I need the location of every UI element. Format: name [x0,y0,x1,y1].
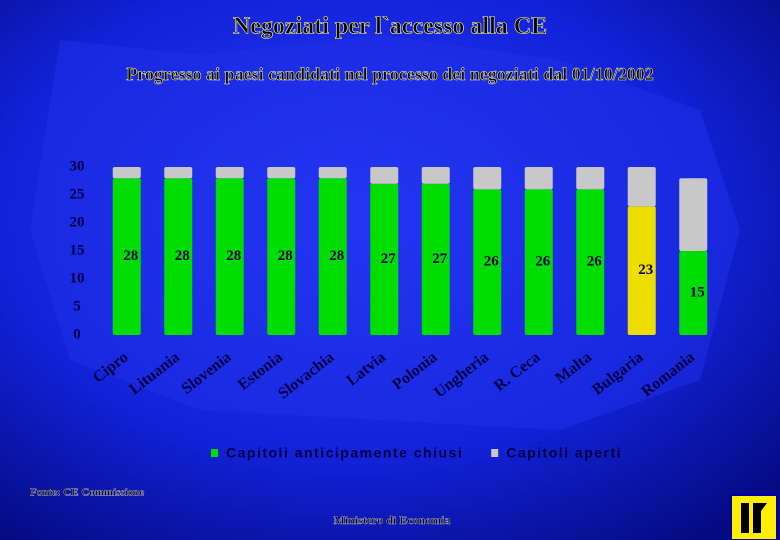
data-label: 23 [638,262,653,278]
bar-segment [627,206,656,335]
data-label: 28 [278,248,293,264]
nav-icon[interactable] [730,494,778,540]
bar-segment [112,167,141,179]
bar-segment [679,251,708,335]
icon-glyph[interactable] [741,503,767,533]
bar-segment [164,167,193,179]
data-label: 26 [587,254,603,270]
chart-title: Negoziati per l`accesso alla CE [233,14,547,40]
bar-segment [473,167,502,190]
legend-swatch [491,449,499,457]
legend-label: Capitoli aperti [506,445,622,461]
y-tick-label: 0 [73,326,81,342]
bar-segment [524,189,553,335]
bar-segment [421,167,450,184]
data-label: 26 [484,254,500,270]
bar-segment [164,178,193,335]
bar-segment [318,167,347,179]
bar-segment [112,178,141,335]
bar-segment [576,167,605,190]
y-tick-label: 30 [70,158,85,174]
data-label: 28 [329,248,344,264]
legend-swatch [211,449,218,457]
y-tick-label: 5 [73,298,81,314]
chart-subtitle: Progresso ai paesi candidati nel process… [126,64,654,84]
y-tick-label: 15 [70,242,85,258]
bar-segment [576,189,605,335]
footer: Ministero di Economia [333,513,450,527]
data-label: 26 [535,254,551,270]
bar-segment [421,183,450,335]
y-tick-label: 25 [70,186,85,202]
source: Fonte: CE Commissione [30,487,144,499]
data-label: 28 [123,248,138,264]
legend-label: Capitoli anticipamente chiusi [226,445,463,461]
data-label: 28 [175,248,190,264]
bar-segment [267,167,296,179]
bar-segment [215,167,244,179]
data-label: 27 [381,251,397,267]
data-label: 28 [226,248,241,264]
bar-segment [627,167,656,207]
data-label: 15 [690,284,705,300]
y-tick-label: 10 [70,270,85,286]
bar-segment [370,167,399,184]
y-tick-label: 20 [70,214,85,230]
bar-segment [679,178,708,251]
data-label: 27 [432,251,448,267]
bar-segment [370,183,399,335]
bar-segment [524,167,553,190]
bar-segment [267,178,296,335]
bar-segment [473,189,502,335]
bar-segment [215,178,244,335]
bar-segment [318,178,347,335]
